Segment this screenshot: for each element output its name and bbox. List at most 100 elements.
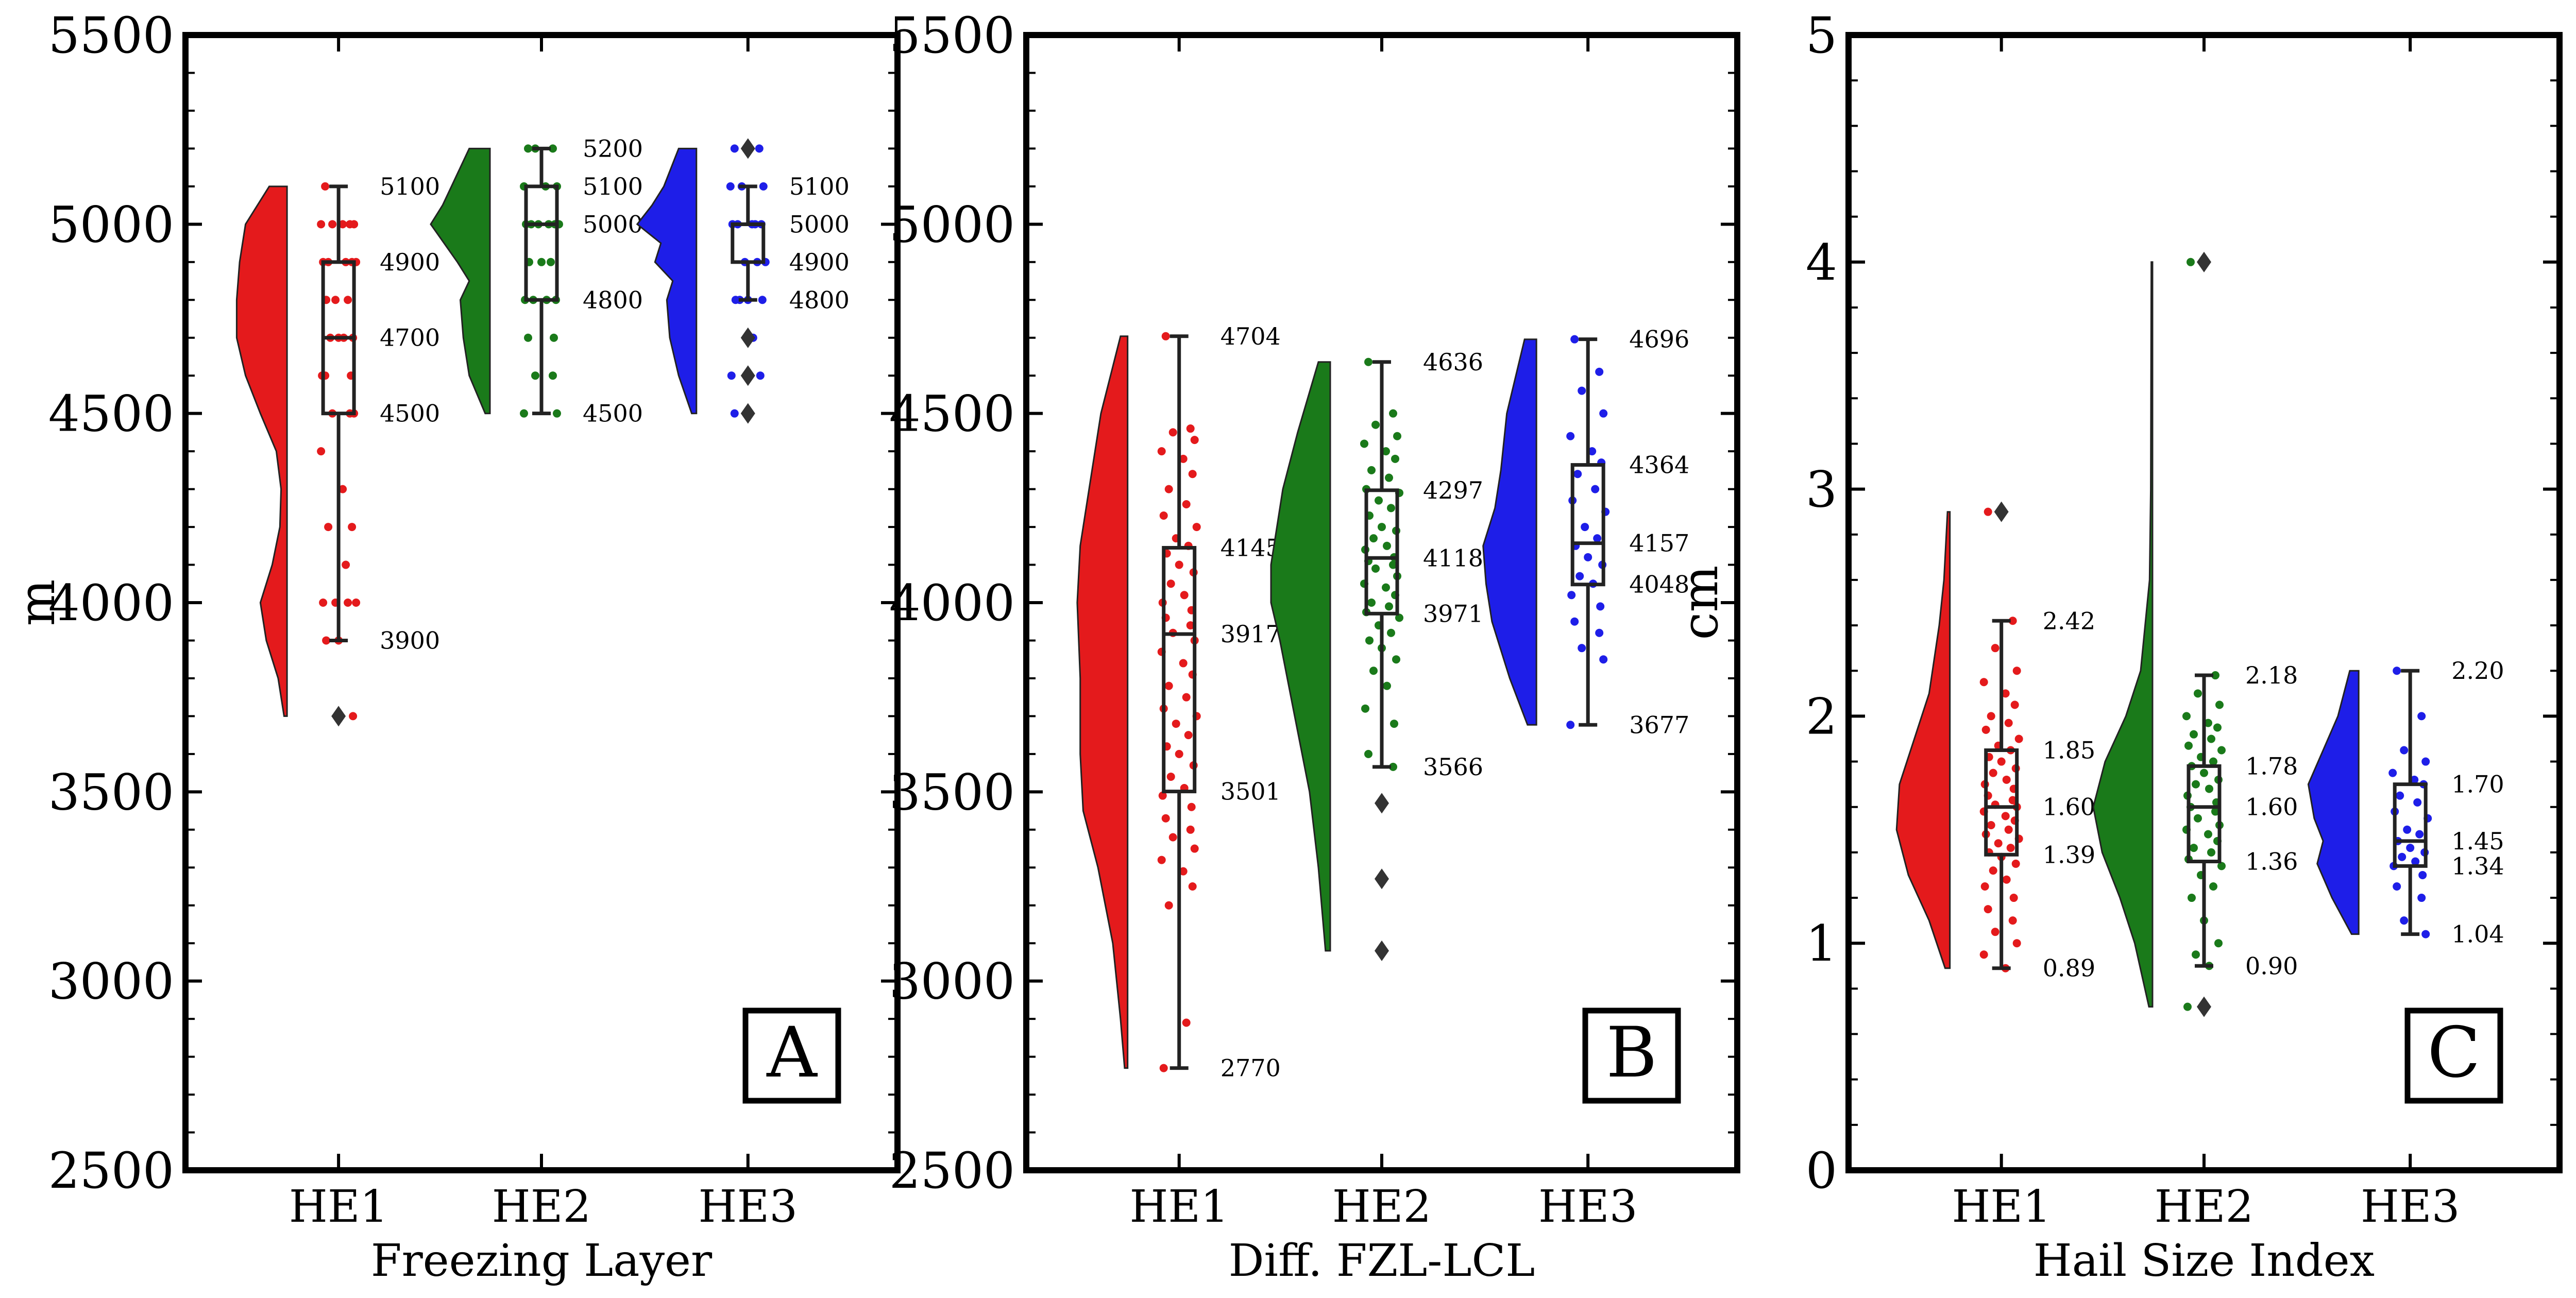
- value-annotation: 1.36: [2245, 848, 2298, 876]
- panel-a: 2500 3000 3500 4000 4500 5000 5500 m 5100 4900 470…: [8, 7, 901, 1287]
- data-point: [1570, 617, 1579, 626]
- value-annotation: 5100: [583, 173, 643, 200]
- value-annotation: 5200: [583, 134, 643, 162]
- data-point: [1186, 825, 1195, 834]
- data-point: [1188, 470, 1197, 479]
- data-point: [2403, 825, 2412, 834]
- data-point: [1578, 386, 1586, 395]
- data-point: [2009, 894, 2018, 902]
- value-annotation: 4900: [380, 248, 440, 276]
- data-point: [1987, 821, 1995, 829]
- data-point: [2004, 719, 2013, 727]
- data-point: [1184, 731, 1193, 740]
- outlier-marker: [2197, 251, 2211, 272]
- data-point: [2192, 950, 2200, 959]
- data-point: [1159, 1064, 1168, 1072]
- y-tick-label: 2500: [48, 1142, 174, 1200]
- value-annotation: 4800: [583, 286, 643, 314]
- data-point: [1981, 725, 1990, 734]
- panel-label: A: [766, 1012, 818, 1093]
- data-point: [524, 144, 532, 153]
- y-tick-label: 5: [1806, 7, 1837, 64]
- data-point: [1182, 1018, 1191, 1027]
- data-point: [2209, 882, 2217, 891]
- outlier-marker: [1375, 868, 1389, 890]
- data-point: [1360, 439, 1368, 448]
- data-point: [1567, 591, 1576, 600]
- data-point: [1375, 496, 1383, 505]
- data-point: [2008, 617, 2017, 625]
- data-point: [2200, 768, 2208, 777]
- value-annotation: 2770: [1221, 1054, 1281, 1082]
- data-point: [726, 182, 735, 191]
- plot-frame: [182, 32, 901, 1173]
- data-point: [1997, 757, 2006, 766]
- value-annotation: 4145: [1221, 534, 1281, 561]
- value-annotation: 4636: [1423, 348, 1483, 376]
- y-tick-label: 2: [1806, 688, 1837, 745]
- box-iqr: [1162, 545, 1197, 794]
- data-point: [1157, 447, 1166, 456]
- data-point: [2184, 741, 2193, 750]
- group-he2: 2.18 1.78 1.60 1.36 0.90: [2092, 251, 2298, 1017]
- data-point: [2187, 258, 2195, 266]
- data-point: [2417, 894, 2426, 902]
- data-point: [317, 220, 326, 229]
- data-point: [1387, 504, 1395, 513]
- data-point: [1991, 644, 1999, 653]
- violin-he1: [1076, 335, 1129, 1069]
- data-point: [1382, 583, 1390, 592]
- y-tick-label: 4: [1806, 234, 1837, 292]
- data-point: [1588, 447, 1597, 456]
- violin-he2: [1270, 361, 1331, 952]
- y-tick-label: 3500: [48, 763, 174, 821]
- data-point: [1168, 833, 1177, 842]
- violin-he3: [1482, 338, 1537, 726]
- violin-he3: [2307, 670, 2360, 935]
- data-point: [1186, 424, 1195, 433]
- group-he1: 5100 4900 4700 4500 3900: [235, 173, 440, 727]
- data-point: [549, 371, 557, 380]
- value-annotation: 4800: [789, 286, 850, 314]
- value-annotation: 1.04: [2451, 920, 2504, 948]
- data-point: [520, 409, 528, 418]
- data-point: [2008, 916, 2017, 925]
- data-point: [730, 144, 739, 153]
- data-point: [1979, 678, 1988, 687]
- data-point: [1179, 867, 1188, 876]
- data-point: [1575, 572, 1584, 580]
- data-point: [1385, 473, 1393, 482]
- value-annotation: 4500: [583, 400, 643, 428]
- x-tick-label: HE1: [289, 1181, 388, 1233]
- data-point: [2421, 757, 2430, 766]
- outlier-marker: [740, 365, 755, 386]
- y-tick-label: 5500: [48, 7, 174, 64]
- value-annotation: 5000: [583, 210, 643, 238]
- value-annotation: 5100: [380, 173, 440, 200]
- outlier-marker: [740, 327, 755, 348]
- data-point: [1161, 332, 1170, 340]
- data-point: [2400, 746, 2409, 755]
- data-point: [756, 371, 765, 380]
- data-point: [1389, 560, 1397, 569]
- data-point: [342, 560, 350, 569]
- data-point: [1369, 667, 1378, 675]
- data-point: [1599, 655, 1608, 664]
- data-point: [1186, 621, 1195, 630]
- data-point: [1187, 802, 1196, 811]
- outlier-marker: [1375, 793, 1389, 814]
- value-annotation: 2.18: [2245, 661, 2298, 689]
- value-annotation: 4118: [1423, 544, 1483, 572]
- value-annotation: 2.20: [2451, 657, 2504, 685]
- data-point: [2211, 671, 2219, 680]
- data-point: [550, 333, 558, 342]
- data-point: [1371, 420, 1380, 429]
- data-point: [1980, 882, 1989, 891]
- box-iqr: [1364, 488, 1399, 616]
- y-tick-label: 3500: [889, 763, 1015, 821]
- data-point: [2012, 667, 2021, 675]
- data-point: [2183, 1002, 2192, 1011]
- outlier-marker: [2197, 996, 2211, 1017]
- outlier-marker: [1994, 501, 2009, 522]
- data-point: [2400, 916, 2409, 925]
